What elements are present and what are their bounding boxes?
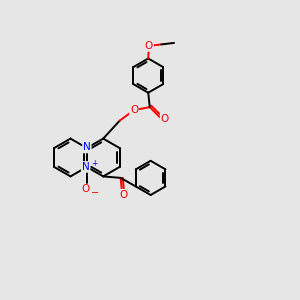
Text: O: O: [160, 113, 169, 124]
Text: O: O: [82, 184, 90, 194]
Text: O: O: [119, 190, 128, 200]
Text: +: +: [92, 158, 98, 167]
Text: O: O: [130, 105, 138, 115]
Text: O: O: [145, 41, 153, 51]
Text: N: N: [83, 142, 91, 152]
Text: N: N: [82, 162, 89, 172]
Text: −: −: [91, 188, 99, 198]
